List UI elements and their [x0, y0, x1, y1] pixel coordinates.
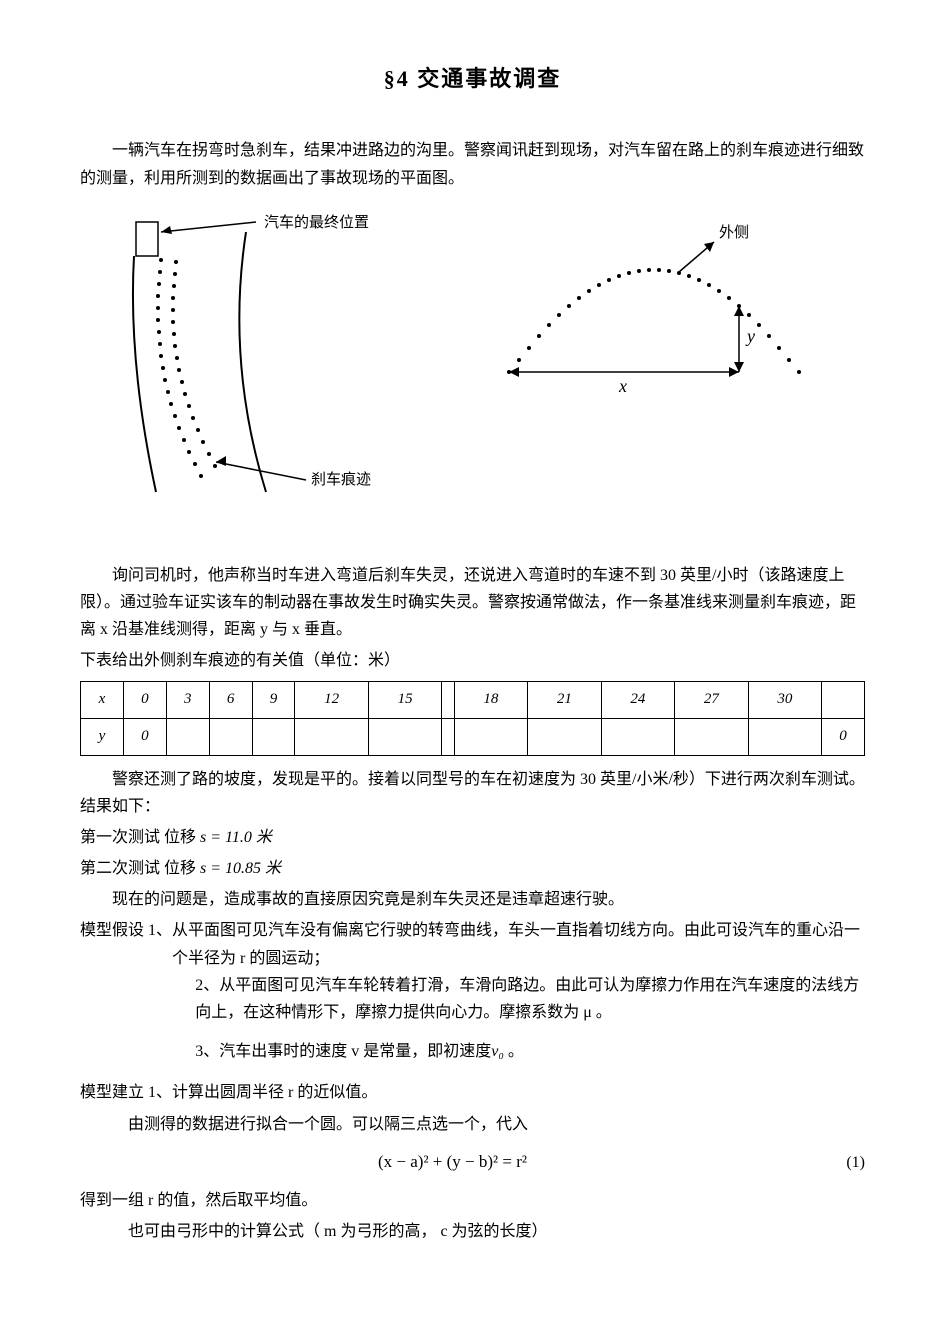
table-cell: 27	[675, 681, 748, 718]
build-detail: 由测得的数据进行拟合一个圆。可以隔三点选一个，代入	[80, 1111, 865, 1138]
page-title: §4 交通事故调查	[80, 60, 865, 97]
table-cell: 21	[528, 681, 601, 718]
build-1: 计算出圆周半径 r 的近似值。	[172, 1079, 865, 1106]
slope-paragraph: 警察还测了路的坡度，发现是平的。接着以同型号的车在初速度为 30 英里/小米/秒…	[80, 766, 865, 820]
table-cell	[209, 718, 252, 755]
table-caption: 下表给出外侧刹车痕迹的有关值（单位：米）	[80, 647, 865, 674]
table-cell: 12	[295, 681, 368, 718]
table-cell	[454, 718, 527, 755]
test1-label: 第一次测试 位移	[80, 829, 196, 846]
table-cell	[675, 718, 748, 755]
label-outer: 外侧	[719, 224, 749, 241]
y-header: y	[81, 718, 124, 755]
label-final-position: 汽车的最终位置	[264, 214, 369, 231]
table-cell	[822, 681, 865, 718]
label-skid: 刹车痕迹	[311, 471, 371, 488]
diagram-right: 外侧 x y	[479, 212, 839, 432]
table-cell	[368, 718, 441, 755]
data-table: x 0 3 6 9 12 15 18 21 24 27 30 y 0 0	[80, 681, 865, 756]
y-label: y	[745, 326, 755, 346]
table-cell: 24	[601, 681, 674, 718]
table-row: y 0 0	[81, 718, 865, 755]
table-cell	[601, 718, 674, 755]
test2-eq: s = 10.85 米	[200, 860, 281, 877]
x-label: x	[618, 376, 627, 396]
assumption-heading: 模型假设 1、	[80, 917, 172, 971]
build-heading: 模型建立 1、	[80, 1079, 172, 1106]
diagram-left: 汽车的最终位置 刹车痕迹	[106, 212, 426, 502]
assumption-3-row: 3、汽车出事时的速度 v 是常量，即初速度v₀ 。	[80, 1038, 865, 1065]
test2: 第二次测试 位移 s = 10.85 米	[80, 855, 865, 882]
intro-paragraph: 一辆汽车在拐弯时急刹车，结果冲进路边的沟里。警察闻讯赶到现场，对汽车留在路上的刹…	[80, 137, 865, 191]
bow-paragraph: 也可由弓形中的计算公式（ m 为弓形的高， c 为弦的长度）	[80, 1218, 865, 1245]
a2-num: 2、	[195, 977, 219, 994]
r-paragraph: 得到一组 r 的值，然后取平均值。	[80, 1187, 865, 1214]
table-cell: 0	[822, 718, 865, 755]
table-cell: 18	[454, 681, 527, 718]
a3-num: 3、	[195, 1043, 219, 1060]
table-cell: 0	[124, 681, 167, 718]
assumption-2-row: 2、从平面图可见汽车车轮转着打滑，车滑向路边。由此可认为摩擦力作用在汽车速度的法…	[80, 972, 865, 1026]
assumption-1: 从平面图可见汽车没有偏离它行驶的转弯曲线，车头一直指着切线方向。由此可设汽车的重…	[172, 917, 865, 971]
question-paragraph: 现在的问题是，造成事故的直接原因究竟是刹车失灵还是违章超速行驶。	[80, 886, 865, 913]
circle-equation: (x − a)² + (y − b)² = r²	[80, 1148, 825, 1177]
table-cell	[442, 718, 454, 755]
assumption-3-suffix: 。	[504, 1043, 524, 1060]
table-cell	[166, 718, 209, 755]
table-cell: 15	[368, 681, 441, 718]
assumption-2: 从平面图可见汽车车轮转着打滑，车滑向路边。由此可认为摩擦力作用在汽车速度的法线方…	[195, 977, 859, 1021]
v0-symbol: v₀	[491, 1043, 504, 1060]
equation-number: (1)	[825, 1149, 865, 1176]
driver-paragraph: 询问司机时，他声称当时车进入弯道后刹车失灵，还说进入弯道时的车速不到 30 英里…	[80, 562, 865, 644]
table-cell	[252, 718, 295, 755]
test2-label: 第二次测试 位移	[80, 860, 196, 877]
assumption-3-prefix: 汽车出事时的速度 v 是常量，即初速度	[219, 1043, 491, 1060]
table-cell	[442, 681, 454, 718]
test1: 第一次测试 位移 s = 11.0 米	[80, 824, 865, 851]
model-build: 模型建立 1、 计算出圆周半径 r 的近似值。	[80, 1079, 865, 1106]
table-cell	[528, 718, 601, 755]
model-assumptions: 模型假设 1、 从平面图可见汽车没有偏离它行驶的转弯曲线，车头一直指着切线方向。…	[80, 917, 865, 1065]
x-header: x	[81, 681, 124, 718]
table-cell: 6	[209, 681, 252, 718]
table-cell: 3	[166, 681, 209, 718]
equation-row: (x − a)² + (y − b)² = r² (1)	[80, 1148, 865, 1177]
table-cell: 0	[124, 718, 167, 755]
table-row: x 0 3 6 9 12 15 18 21 24 27 30	[81, 681, 865, 718]
table-cell	[748, 718, 821, 755]
table-cell: 9	[252, 681, 295, 718]
test1-eq: s = 11.0 米	[200, 829, 272, 846]
table-cell	[295, 718, 368, 755]
diagram-row: 汽车的最终位置 刹车痕迹 外侧	[80, 212, 865, 502]
table-cell: 30	[748, 681, 821, 718]
